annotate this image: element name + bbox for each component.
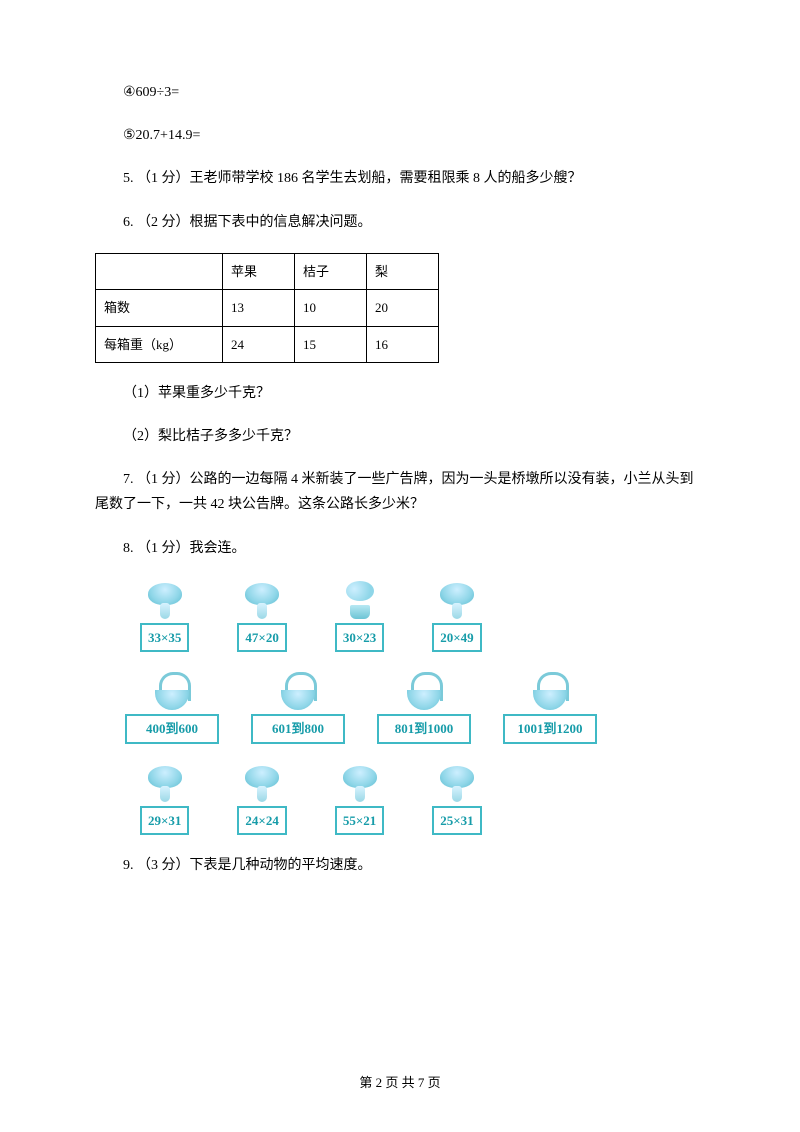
page-footer: 第 2 页 共 7 页: [0, 1071, 800, 1094]
mushroom-icon: [337, 762, 382, 802]
table-cell: [96, 253, 223, 289]
table-cell: 13: [223, 290, 295, 326]
match-item: 25×31: [432, 762, 481, 835]
table-cell: 梨: [367, 253, 439, 289]
question-5: 5. （1 分）王老师带学校 186 名学生去划船，需要租限乘 8 人的船多少艘…: [95, 166, 705, 191]
table-cell: 苹果: [223, 253, 295, 289]
match-label: 25×31: [432, 806, 481, 835]
match-label: 1001到1200: [503, 714, 597, 743]
table-cell: 20: [367, 290, 439, 326]
match-item: 400到600: [125, 670, 219, 743]
match-row-1: 33×35 47×20 30×23 20×49: [140, 579, 705, 652]
match-label: 24×24: [237, 806, 286, 835]
match-item: 47×20: [237, 579, 286, 652]
mushroom-icon: [434, 762, 479, 802]
question-6-sub1: （1）苹果重多少千克？: [95, 381, 705, 406]
match-label: 47×20: [237, 623, 286, 652]
match-label: 30×23: [335, 623, 384, 652]
table-cell: 10: [295, 290, 367, 326]
table-cell: 每箱重（kg）: [96, 326, 223, 362]
match-label: 400到600: [125, 714, 219, 743]
match-item: 20×49: [432, 579, 481, 652]
match-item: 55×21: [335, 762, 384, 835]
match-item: 29×31: [140, 762, 189, 835]
table-row: 每箱重（kg） 24 15 16: [96, 326, 439, 362]
fruit-table: 苹果 桔子 梨 箱数 13 10 20 每箱重（kg） 24 15 16: [95, 253, 439, 363]
table-row: 苹果 桔子 梨: [96, 253, 439, 289]
match-item: 801到1000: [377, 670, 471, 743]
mushroom-icon: [142, 762, 187, 802]
mushroom-icon: [240, 762, 285, 802]
table-cell: 16: [367, 326, 439, 362]
basket-icon: [150, 670, 195, 710]
match-label: 55×21: [335, 806, 384, 835]
match-label: 601到800: [251, 714, 345, 743]
mushroom-icon: [434, 579, 479, 619]
match-item: 24×24: [237, 762, 286, 835]
match-item: 601到800: [251, 670, 345, 743]
question-8: 8. （1 分）我会连。: [95, 536, 705, 561]
table-cell: 桔子: [295, 253, 367, 289]
match-label: 33×35: [140, 623, 189, 652]
match-label: 29×31: [140, 806, 189, 835]
match-item: 1001到1200: [503, 670, 597, 743]
match-item: 30×23: [335, 579, 384, 652]
question-6-intro: 6. （2 分）根据下表中的信息解决问题。: [95, 210, 705, 235]
table-cell: 24: [223, 326, 295, 362]
match-row-3: 29×31 24×24 55×21 25×31: [140, 762, 705, 835]
table-cell: 箱数: [96, 290, 223, 326]
mushroom-icon: [142, 579, 187, 619]
basket-icon: [402, 670, 447, 710]
match-label: 801到1000: [377, 714, 471, 743]
flower-icon: [337, 579, 382, 619]
basket-icon: [528, 670, 573, 710]
basket-icon: [276, 670, 321, 710]
question-6-sub2: （2）梨比桔子多多少千克？: [95, 424, 705, 449]
question-7: 7. （1 分）公路的一边每隔 4 米新装了一些广告牌，因为一头是桥墩所以没有装…: [95, 467, 705, 517]
match-row-ranges: 400到600 601到800 801到1000 1001到1200: [125, 670, 705, 743]
equation-5: ⑤20.7+14.9=: [95, 123, 705, 148]
table-cell: 15: [295, 326, 367, 362]
equation-4: ④609÷3=: [95, 80, 705, 105]
match-item: 33×35: [140, 579, 189, 652]
question-9: 9. （3 分）下表是几种动物的平均速度。: [95, 853, 705, 878]
table-row: 箱数 13 10 20: [96, 290, 439, 326]
match-label: 20×49: [432, 623, 481, 652]
mushroom-icon: [240, 579, 285, 619]
